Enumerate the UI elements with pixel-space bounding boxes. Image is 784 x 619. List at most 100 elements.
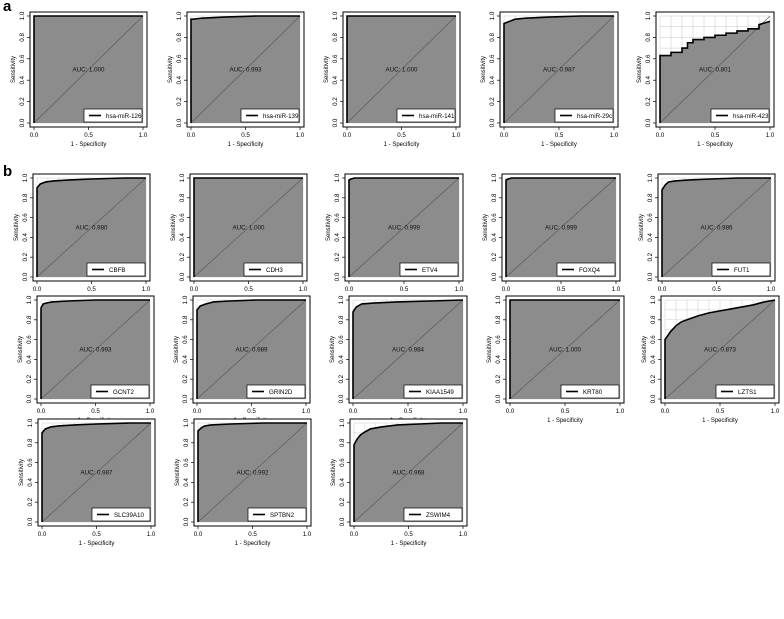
x-tick-label: 0.0 xyxy=(661,408,670,415)
legend-entry: SLC39A10 xyxy=(114,512,144,519)
y-axis-label: Sensitivity xyxy=(174,336,180,363)
x-tick-label: 0.5 xyxy=(557,286,566,293)
roc-curve xyxy=(503,15,614,123)
y-tick-label: 0.6 xyxy=(495,335,502,344)
x-tick-label: 0.5 xyxy=(84,132,93,139)
y-axis-label: Sensitivity xyxy=(171,214,177,241)
y-tick-label: 1.0 xyxy=(334,173,341,182)
roc-curve xyxy=(40,299,150,399)
y-tick-label: 0.2 xyxy=(645,97,652,106)
roc-chart: AUC: 1.000 hsa-miR-126 0.0 0.5 1.0 1 - Specif… xyxy=(11,11,148,148)
y-tick-label: 0.8 xyxy=(27,438,34,447)
roc-curve xyxy=(193,177,303,277)
roc-curve xyxy=(664,299,776,399)
x-tick-label: 0.5 xyxy=(397,132,406,139)
roc-chart: AUC: 0.987 SLC39A10 0.0 0.5 1.0 1 - Specifici… xyxy=(19,418,156,547)
y-tick-label: 0.8 xyxy=(182,315,189,324)
chance-diagonal xyxy=(197,422,308,523)
y-axis-label: Sensitivity xyxy=(483,214,489,241)
y-tick-label: 0.6 xyxy=(22,213,29,222)
legend-entry: CDH3 xyxy=(266,267,283,274)
y-tick-label: 0.0 xyxy=(182,394,189,403)
x-axis-label: 1 - Specificity xyxy=(235,541,271,547)
x-tick-label: 1.0 xyxy=(303,531,312,538)
y-tick-label: 0.6 xyxy=(339,458,346,467)
roc-curve xyxy=(348,177,459,277)
x-tick-label: 0.5 xyxy=(247,408,256,415)
legend-entry: KRT80 xyxy=(583,389,603,396)
y-tick-label: 0.2 xyxy=(339,497,346,506)
y-axis-label: Sensitivity xyxy=(330,336,336,363)
x-tick-label: 0.0 xyxy=(194,531,203,538)
y-tick-label: 0.8 xyxy=(183,438,190,447)
legend-box xyxy=(715,384,775,399)
x-tick-label: 0.5 xyxy=(241,132,250,139)
legend-box xyxy=(91,507,151,522)
x-tick-label: 0.0 xyxy=(500,132,509,139)
y-tick-label: 0.6 xyxy=(179,213,186,222)
y-axis-label: Sensitivity xyxy=(11,56,17,83)
x-axis-label: 1 - Specificity xyxy=(71,142,107,148)
y-tick-label: 0.4 xyxy=(26,355,33,364)
legend-box xyxy=(399,262,459,277)
chance-diagonal xyxy=(664,299,776,400)
y-tick-label: 0.4 xyxy=(339,478,346,487)
y-tick-label: 0.4 xyxy=(332,75,339,84)
x-tick-label: 0.5 xyxy=(244,286,253,293)
y-tick-label: 0.4 xyxy=(27,478,34,487)
auc-label: AUC: 0.993 xyxy=(230,67,263,74)
y-tick-label: 1.0 xyxy=(489,11,496,20)
x-tick-label: 0.5 xyxy=(92,531,101,538)
x-axis-label: 1 - Specificity xyxy=(79,541,115,547)
y-tick-label: 0.2 xyxy=(182,374,189,383)
auc-label: AUC: 0.993 xyxy=(80,346,113,353)
x-tick-label: 0.0 xyxy=(33,286,42,293)
y-tick-label: 1.0 xyxy=(338,295,345,304)
y-tick-label: 0.0 xyxy=(339,517,346,526)
y-tick-label: 0.4 xyxy=(338,355,345,364)
y-tick-label: 0.0 xyxy=(491,272,498,281)
y-tick-label: 0.8 xyxy=(332,33,339,42)
legend-box xyxy=(710,108,770,123)
x-axis-label: 1 - Specificity xyxy=(228,142,264,148)
legend-entry: hsa-miR-141 xyxy=(419,113,455,120)
auc-label: AUC: 0.999 xyxy=(388,224,421,231)
y-tick-label: 0.0 xyxy=(489,118,496,127)
x-tick-label: 0.0 xyxy=(38,531,47,538)
x-tick-label: 0.5 xyxy=(711,132,720,139)
roc-curve xyxy=(509,299,620,399)
x-tick-label: 0.0 xyxy=(37,408,46,415)
x-tick-label: 1.0 xyxy=(459,408,468,415)
y-tick-label: 0.8 xyxy=(334,193,341,202)
y-tick-label: 1.0 xyxy=(495,295,502,304)
x-tick-label: 0.5 xyxy=(716,408,725,415)
legend-box xyxy=(83,108,143,123)
y-tick-label: 1.0 xyxy=(645,11,652,20)
legend-box xyxy=(247,507,307,522)
y-tick-label: 1.0 xyxy=(491,173,498,182)
auc-label: AUC: 0.987 xyxy=(81,469,114,476)
y-tick-label: 0.0 xyxy=(645,118,652,127)
x-tick-label: 1.0 xyxy=(459,531,468,538)
legend-entry: KIAA1549 xyxy=(426,389,454,396)
y-tick-label: 0.4 xyxy=(334,233,341,242)
y-tick-label: 0.2 xyxy=(22,252,29,261)
roc-chart: AUC: 0.968 ZSWIM4 0.0 0.5 1.0 1 - Specificity… xyxy=(331,418,468,547)
y-tick-label: 0.8 xyxy=(176,33,183,42)
x-tick-label: 0.5 xyxy=(555,132,564,139)
x-tick-label: 0.0 xyxy=(656,132,665,139)
y-tick-label: 1.0 xyxy=(183,418,190,427)
legend-box xyxy=(246,384,306,399)
roc-curve xyxy=(346,15,456,123)
y-tick-label: 0.2 xyxy=(495,374,502,383)
x-tick-label: 1.0 xyxy=(767,286,776,293)
y-tick-label: 1.0 xyxy=(650,295,657,304)
y-tick-label: 1.0 xyxy=(179,173,186,182)
roc-curve xyxy=(190,15,300,123)
roc-curve xyxy=(661,177,771,277)
legend-box xyxy=(396,108,456,123)
